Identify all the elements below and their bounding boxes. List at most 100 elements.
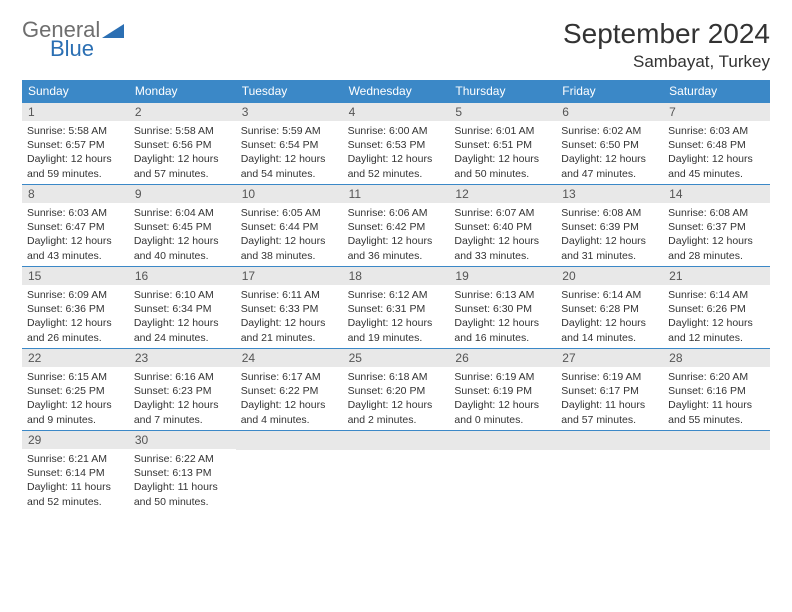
daylight-line: Daylight: 12 hours and 19 minutes. [348,316,445,344]
day-cell: 27Sunrise: 6:19 AMSunset: 6:17 PMDayligh… [556,348,663,430]
day-number: 18 [343,267,450,285]
sunset-line: Sunset: 6:57 PM [27,138,124,152]
day-body: Sunrise: 5:58 AMSunset: 6:57 PMDaylight:… [22,121,129,184]
logo: General Blue [22,18,126,60]
triangle-icon [102,22,126,45]
day-cell: 17Sunrise: 6:11 AMSunset: 6:33 PMDayligh… [236,266,343,348]
day-body: Sunrise: 6:16 AMSunset: 6:23 PMDaylight:… [129,367,236,430]
day-cell: 5Sunrise: 6:01 AMSunset: 6:51 PMDaylight… [449,102,556,184]
day-cell: 14Sunrise: 6:08 AMSunset: 6:37 PMDayligh… [663,184,770,266]
daylight-line: Daylight: 12 hours and 40 minutes. [134,234,231,262]
daylight-line: Daylight: 12 hours and 36 minutes. [348,234,445,262]
sunset-line: Sunset: 6:51 PM [454,138,551,152]
daylight-line: Daylight: 12 hours and 4 minutes. [241,398,338,426]
day-number: 13 [556,185,663,203]
day-cell: 25Sunrise: 6:18 AMSunset: 6:20 PMDayligh… [343,348,450,430]
day-cell: 30Sunrise: 6:22 AMSunset: 6:13 PMDayligh… [129,430,236,512]
sunrise-line: Sunrise: 6:10 AM [134,288,231,302]
sunrise-line: Sunrise: 6:16 AM [134,370,231,384]
weekday-header: Sunday [22,80,129,102]
sunrise-line: Sunrise: 6:04 AM [134,206,231,220]
day-body: Sunrise: 6:04 AMSunset: 6:45 PMDaylight:… [129,203,236,266]
sunrise-line: Sunrise: 6:19 AM [561,370,658,384]
month-title: September 2024 [563,18,770,50]
day-cell: 23Sunrise: 6:16 AMSunset: 6:23 PMDayligh… [129,348,236,430]
sunset-line: Sunset: 6:14 PM [27,466,124,480]
daylight-line: Daylight: 12 hours and 24 minutes. [134,316,231,344]
empty-cell [556,430,663,512]
daylight-line: Daylight: 12 hours and 38 minutes. [241,234,338,262]
day-cell: 18Sunrise: 6:12 AMSunset: 6:31 PMDayligh… [343,266,450,348]
sunset-line: Sunset: 6:48 PM [668,138,765,152]
day-cell: 9Sunrise: 6:04 AMSunset: 6:45 PMDaylight… [129,184,236,266]
sunrise-line: Sunrise: 6:00 AM [348,124,445,138]
day-body: Sunrise: 5:58 AMSunset: 6:56 PMDaylight:… [129,121,236,184]
day-cell: 4Sunrise: 6:00 AMSunset: 6:53 PMDaylight… [343,102,450,184]
day-number: 21 [663,267,770,285]
daylight-line: Daylight: 11 hours and 57 minutes. [561,398,658,426]
sunrise-line: Sunrise: 6:12 AM [348,288,445,302]
day-body: Sunrise: 6:01 AMSunset: 6:51 PMDaylight:… [449,121,556,184]
day-body: Sunrise: 5:59 AMSunset: 6:54 PMDaylight:… [236,121,343,184]
day-body: Sunrise: 6:11 AMSunset: 6:33 PMDaylight:… [236,285,343,348]
day-body: Sunrise: 6:19 AMSunset: 6:19 PMDaylight:… [449,367,556,430]
day-cell: 20Sunrise: 6:14 AMSunset: 6:28 PMDayligh… [556,266,663,348]
day-body: Sunrise: 6:02 AMSunset: 6:50 PMDaylight:… [556,121,663,184]
daylight-line: Daylight: 11 hours and 55 minutes. [668,398,765,426]
day-cell: 11Sunrise: 6:06 AMSunset: 6:42 PMDayligh… [343,184,450,266]
day-cell: 6Sunrise: 6:02 AMSunset: 6:50 PMDaylight… [556,102,663,184]
sunset-line: Sunset: 6:50 PM [561,138,658,152]
day-cell: 28Sunrise: 6:20 AMSunset: 6:16 PMDayligh… [663,348,770,430]
sunrise-line: Sunrise: 5:58 AM [134,124,231,138]
sunset-line: Sunset: 6:30 PM [454,302,551,316]
daylight-line: Daylight: 12 hours and 28 minutes. [668,234,765,262]
sunset-line: Sunset: 6:28 PM [561,302,658,316]
sunrise-line: Sunrise: 5:59 AM [241,124,338,138]
day-number: 30 [129,431,236,449]
weekday-header: Monday [129,80,236,102]
day-cell: 24Sunrise: 6:17 AMSunset: 6:22 PMDayligh… [236,348,343,430]
day-number: 19 [449,267,556,285]
day-cell: 7Sunrise: 6:03 AMSunset: 6:48 PMDaylight… [663,102,770,184]
day-number: 3 [236,103,343,121]
day-body: Sunrise: 6:20 AMSunset: 6:16 PMDaylight:… [663,367,770,430]
day-number: 24 [236,349,343,367]
sunset-line: Sunset: 6:36 PM [27,302,124,316]
sunrise-line: Sunrise: 6:20 AM [668,370,765,384]
weekday-header: Saturday [663,80,770,102]
weekday-header: Thursday [449,80,556,102]
day-number: 11 [343,185,450,203]
day-number: 9 [129,185,236,203]
day-body: Sunrise: 6:05 AMSunset: 6:44 PMDaylight:… [236,203,343,266]
day-number: 28 [663,349,770,367]
sunrise-line: Sunrise: 6:17 AM [241,370,338,384]
sunset-line: Sunset: 6:22 PM [241,384,338,398]
weekday-header: Friday [556,80,663,102]
title-block: September 2024 Sambayat, Turkey [563,18,770,72]
day-number: 22 [22,349,129,367]
daylight-line: Daylight: 12 hours and 31 minutes. [561,234,658,262]
day-body: Sunrise: 6:13 AMSunset: 6:30 PMDaylight:… [449,285,556,348]
daylight-line: Daylight: 12 hours and 43 minutes. [27,234,124,262]
day-body: Sunrise: 6:17 AMSunset: 6:22 PMDaylight:… [236,367,343,430]
day-number: 5 [449,103,556,121]
day-number: 4 [343,103,450,121]
daylight-line: Daylight: 12 hours and 50 minutes. [454,152,551,180]
daylight-line: Daylight: 12 hours and 9 minutes. [27,398,124,426]
day-cell: 22Sunrise: 6:15 AMSunset: 6:25 PMDayligh… [22,348,129,430]
sunrise-line: Sunrise: 6:03 AM [27,206,124,220]
day-body: Sunrise: 6:22 AMSunset: 6:13 PMDaylight:… [129,449,236,512]
day-body: Sunrise: 6:10 AMSunset: 6:34 PMDaylight:… [129,285,236,348]
daylight-line: Daylight: 12 hours and 57 minutes. [134,152,231,180]
sunset-line: Sunset: 6:26 PM [668,302,765,316]
empty-daynum-bar [449,431,556,450]
day-number: 29 [22,431,129,449]
sunset-line: Sunset: 6:17 PM [561,384,658,398]
empty-daynum-bar [343,431,450,450]
daylight-line: Daylight: 12 hours and 59 minutes. [27,152,124,180]
day-body: Sunrise: 6:18 AMSunset: 6:20 PMDaylight:… [343,367,450,430]
location-text: Sambayat, Turkey [563,52,770,72]
day-number: 1 [22,103,129,121]
sunrise-line: Sunrise: 5:58 AM [27,124,124,138]
empty-cell [663,430,770,512]
